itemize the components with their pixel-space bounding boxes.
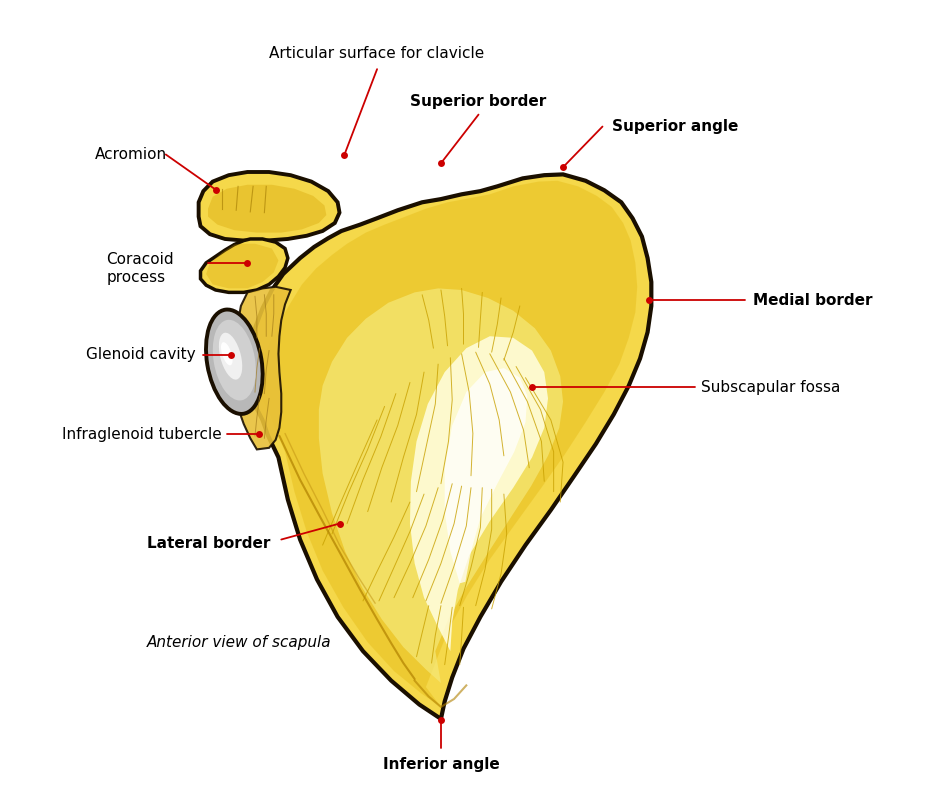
Text: Glenoid cavity: Glenoid cavity <box>86 347 196 362</box>
Ellipse shape <box>219 333 242 380</box>
Polygon shape <box>244 174 651 719</box>
Text: Infraglenoid tubercle: Infraglenoid tubercle <box>62 426 222 442</box>
Polygon shape <box>318 288 563 683</box>
Text: Superior border: Superior border <box>411 94 546 109</box>
Ellipse shape <box>213 320 256 401</box>
Polygon shape <box>206 244 279 288</box>
Polygon shape <box>201 239 288 292</box>
Ellipse shape <box>221 342 233 366</box>
Polygon shape <box>199 172 339 241</box>
Text: Superior angle: Superior angle <box>612 119 739 134</box>
Polygon shape <box>208 185 326 233</box>
Text: Lateral border: Lateral border <box>147 536 270 551</box>
Polygon shape <box>236 286 291 450</box>
Text: Medial border: Medial border <box>753 293 872 308</box>
Text: Anterior view of scapula: Anterior view of scapula <box>147 635 332 650</box>
Polygon shape <box>259 181 637 707</box>
Text: Articular surface for clavicle: Articular surface for clavicle <box>269 46 485 61</box>
Text: Inferior angle: Inferior angle <box>382 757 499 772</box>
Text: Subscapular fossa: Subscapular fossa <box>701 380 840 394</box>
Polygon shape <box>410 336 548 651</box>
Text: Acromion: Acromion <box>95 147 168 162</box>
Ellipse shape <box>206 310 263 414</box>
Text: Coracoid
process: Coracoid process <box>106 252 174 285</box>
Polygon shape <box>445 368 528 583</box>
